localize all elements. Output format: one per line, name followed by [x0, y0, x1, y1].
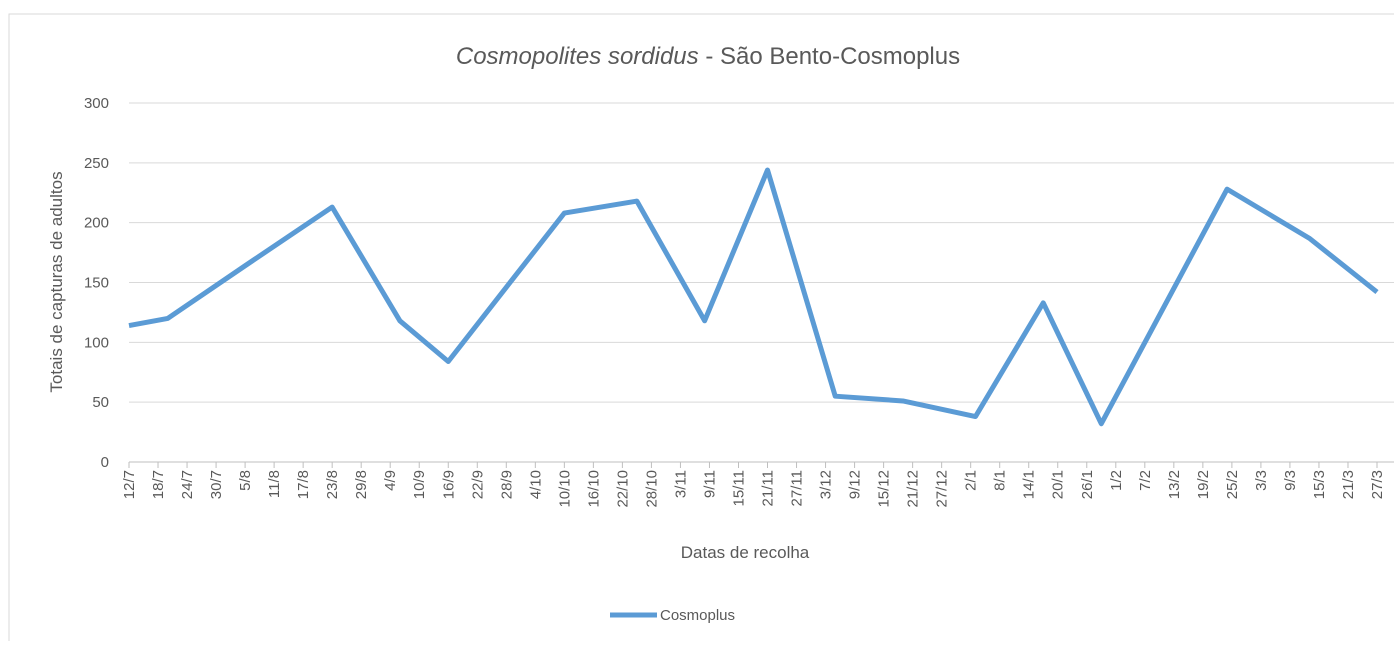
- y-tick-label: 250: [84, 155, 109, 172]
- x-tick-label: 14/1: [1021, 470, 1038, 499]
- x-tick-label: 3/12: [818, 470, 835, 499]
- x-tick-label: 22/10: [614, 470, 631, 508]
- x-tick-label: 28/9: [498, 470, 515, 499]
- title-italic: Cosmopolites sordidus: [456, 43, 699, 70]
- legend-label: Cosmoplus: [660, 607, 735, 624]
- y-tick-label: 150: [84, 275, 109, 292]
- x-tick-label: 25/2: [1224, 470, 1241, 499]
- x-tick-label: 21/3: [1340, 470, 1357, 499]
- x-tick-label: 18/7: [150, 470, 167, 499]
- y-tick-label: 200: [84, 215, 109, 232]
- x-tick-label: 10/9: [411, 470, 428, 499]
- x-tick-label: 9/11: [701, 470, 718, 498]
- title-rest: - São Bento-Cosmoplus: [699, 43, 960, 70]
- x-tick-label: 8/1: [992, 470, 1009, 491]
- x-tick-label: 19/2: [1195, 470, 1212, 499]
- x-tick-label: 4/10: [527, 470, 544, 499]
- y-tick-label: 0: [101, 454, 109, 471]
- x-tick-label: 7/2: [1137, 470, 1154, 491]
- x-tick-label: 15/12: [876, 470, 893, 508]
- x-tick-label: 27/3: [1369, 470, 1386, 499]
- x-tick-label: 2/1: [963, 470, 980, 491]
- chart-title: Cosmopolites sordidus - São Bento-Cosmop…: [456, 43, 960, 70]
- x-tick-label: 9/3: [1282, 470, 1299, 491]
- x-tick-label: 15/11: [730, 470, 747, 506]
- x-tick-label: 16/9: [440, 470, 457, 499]
- series-line: [128, 167, 1379, 427]
- x-tick-label: 21/11: [760, 470, 777, 506]
- x-tick-label: 9/12: [847, 470, 864, 499]
- y-tick-label: 100: [84, 334, 109, 351]
- x-tick-label: 26/1: [1079, 470, 1096, 499]
- x-tick-label: 27/12: [934, 470, 951, 508]
- x-tick-label: 23/8: [324, 470, 341, 499]
- x-tick-label: 11/8: [266, 470, 283, 498]
- x-axis-label: Datas de recolha: [681, 543, 810, 562]
- x-tick-label: 27/11: [789, 470, 806, 506]
- x-tick-label: 15/3: [1311, 470, 1328, 499]
- x-tick-label: 28/10: [643, 470, 660, 508]
- x-tick-label: 13/2: [1166, 470, 1183, 499]
- x-tick-label: 10/10: [556, 470, 573, 508]
- x-tick-label: 22/9: [469, 470, 486, 499]
- x-tick-label: 30/7: [208, 470, 225, 499]
- x-tick-label: 1/2: [1108, 470, 1125, 491]
- y-axis-label: Totais de capturas de adultos: [47, 171, 66, 392]
- x-tick-label: 17/8: [295, 470, 312, 499]
- x-tick-label: 24/7: [179, 470, 196, 499]
- x-tick-label: 3/3: [1253, 470, 1270, 491]
- x-tick-label: 4/9: [382, 470, 399, 491]
- x-tick-label: 3/11: [672, 470, 689, 498]
- y-tick-label: 300: [84, 95, 109, 112]
- x-tick-label: 5/8: [237, 470, 254, 491]
- x-tick-label: 12/7: [121, 470, 138, 499]
- x-tick-label: 29/8: [353, 470, 370, 499]
- y-tick-label: 50: [92, 394, 109, 411]
- x-tick-label: 20/1: [1050, 470, 1067, 499]
- chart-border: [8, 13, 1394, 646]
- x-tick-label: 21/12: [905, 470, 922, 508]
- x-tick-label: 16/10: [585, 470, 602, 508]
